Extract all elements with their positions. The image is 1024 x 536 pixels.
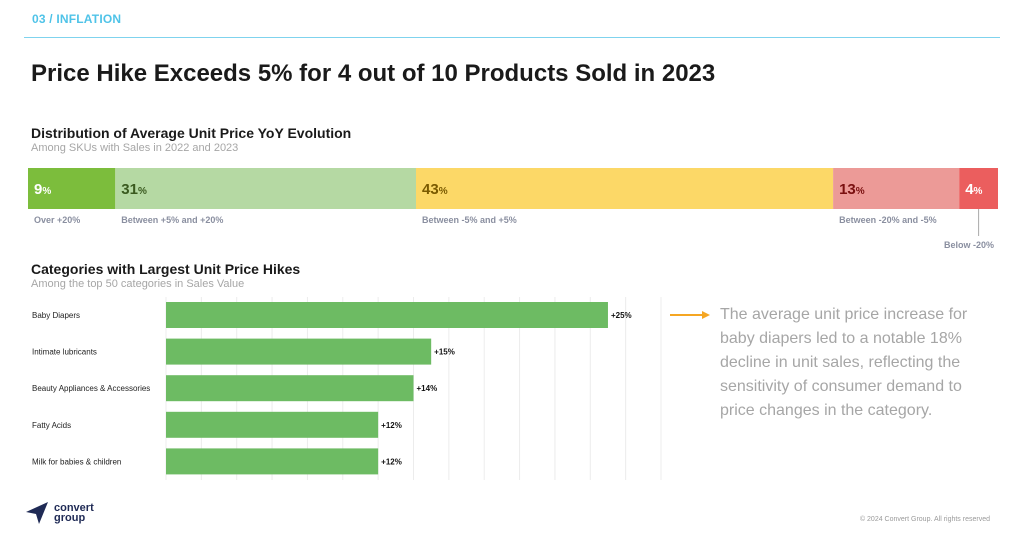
distribution-segment [959, 168, 998, 209]
category-label: Beauty Appliances & Accessories [32, 384, 150, 393]
section-tag: 03 / INFLATION [32, 12, 122, 26]
category-label: Fatty Acids [32, 421, 71, 430]
distribution-chart: 9% Over +20% 31% Between +5% and +20% 43% Bet… [28, 168, 998, 250]
segment-value: 4% [965, 181, 982, 198]
bar-value-label: +12% [381, 421, 402, 430]
bar-value-label: +12% [381, 457, 402, 466]
logo-arrow-icon [26, 502, 48, 524]
segment-value: 31% [121, 181, 147, 198]
categories-title: Categories with Largest Unit Price Hikes [31, 261, 301, 277]
segment-value: 13% [839, 181, 865, 198]
callout-text: The average unit price increase for baby… [720, 306, 968, 419]
copyright: © 2024 Convert Group. All rights reserve… [859, 516, 990, 523]
callout-arrowhead-icon [702, 311, 710, 319]
bar-value-label: +15% [434, 348, 455, 357]
category-bar [166, 448, 379, 475]
category-bar [166, 411, 379, 438]
segment-value: 9% [34, 181, 51, 198]
segment-label: Over +20% [34, 215, 80, 225]
header-divider [24, 37, 1000, 38]
category-bar [166, 302, 608, 328]
segment-label: Between -20% and -5% [839, 215, 937, 225]
segment-label: Below -20% [944, 240, 994, 250]
category-label: Intimate lubricants [32, 348, 97, 357]
distribution-segment [115, 168, 417, 209]
distribution-subtitle: Among SKUs with Sales in 2022 and 2023 [31, 142, 239, 154]
category-bar [166, 375, 414, 402]
bar-value-label: +14% [417, 384, 438, 393]
category-label: Milk for babies & children [32, 457, 121, 466]
distribution-title: Distribution of Average Unit Price YoY E… [31, 125, 352, 141]
segment-label: Between +5% and +20% [121, 215, 223, 225]
segment-label: Between -5% and +5% [422, 215, 517, 225]
bar-value-label: +25% [611, 311, 632, 320]
distribution-segment [28, 168, 116, 209]
categories-subtitle: Among the top 50 categories in Sales Val… [31, 278, 245, 290]
distribution-segment [833, 168, 960, 209]
logo-wordmark: convert group [54, 502, 94, 524]
page-title: Price Hike Exceeds 5% for 4 out of 10 Pr… [31, 60, 716, 87]
category-label: Baby Diapers [32, 311, 80, 320]
company-logo: convert group [24, 500, 94, 526]
distribution-segment [416, 168, 834, 209]
segment-value: 43% [422, 181, 448, 198]
category-bar [166, 338, 432, 365]
